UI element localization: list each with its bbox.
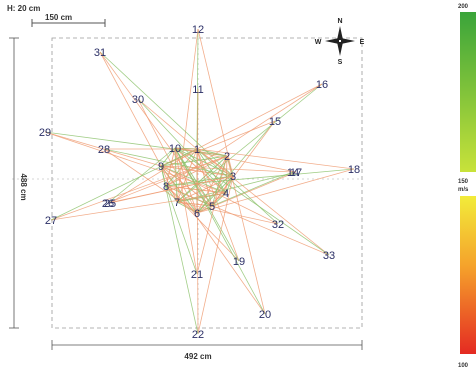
core-edge xyxy=(211,192,227,207)
connection-edge xyxy=(160,165,199,335)
connection-edge xyxy=(196,148,240,262)
node-label-1: 1 xyxy=(194,144,200,156)
connection-edge xyxy=(174,147,297,173)
node-label-14: 14 xyxy=(287,167,299,179)
node-label-11: 11 xyxy=(192,84,203,96)
core-edge xyxy=(196,192,227,214)
scale-top-label: 200 xyxy=(458,4,469,10)
connection-edge xyxy=(165,185,240,262)
svg-text:N: N xyxy=(337,18,342,25)
node-label-26: 26 xyxy=(102,198,114,210)
connection-edge xyxy=(176,171,297,203)
area-frame xyxy=(51,37,363,329)
connection-edge xyxy=(50,148,198,221)
compass-icon: N S W E xyxy=(315,18,365,66)
node-label-6: 6 xyxy=(194,208,200,220)
scale-mid-label: 150 xyxy=(458,179,469,185)
connection-edge xyxy=(196,155,228,275)
connection-edge xyxy=(197,175,234,335)
connection-edge xyxy=(160,165,266,315)
scale-bottom-label: 100 xyxy=(458,363,469,369)
node-label-10: 10 xyxy=(169,143,181,155)
connection-edge xyxy=(165,185,330,256)
connection-edge xyxy=(196,83,323,150)
node-label-17: 17 xyxy=(290,167,302,179)
connection-edge xyxy=(99,51,162,167)
connection-edge xyxy=(107,155,228,204)
connection-edge xyxy=(176,201,279,225)
connection-edge xyxy=(137,98,198,150)
svg-text:E: E xyxy=(360,39,365,46)
node-label-19: 19 xyxy=(233,256,245,268)
svg-text:W: W xyxy=(315,39,322,46)
scale-label: 150 cm xyxy=(45,13,72,22)
node-label-28: 28 xyxy=(98,144,110,156)
connection-edge xyxy=(211,171,294,207)
node-label-16: 16 xyxy=(316,79,328,91)
node-label-29: 29 xyxy=(39,127,51,139)
node-label-32: 32 xyxy=(272,219,284,231)
connection-edge xyxy=(44,131,162,167)
core-edge xyxy=(196,148,213,207)
connection-edge xyxy=(196,148,330,256)
node-label-20: 20 xyxy=(259,309,271,321)
connection-edge xyxy=(165,185,198,275)
color-scale-legend: 200 150 m/s 100 xyxy=(458,4,476,369)
height-label: H: 20 cm xyxy=(7,4,40,13)
node-label-22: 22 xyxy=(192,329,204,341)
node-label-3: 3 xyxy=(230,171,236,183)
connection-edge xyxy=(197,28,234,177)
connection-edge xyxy=(196,148,199,335)
connection-edge xyxy=(174,147,240,262)
connection-edge xyxy=(160,120,276,167)
connection-edge xyxy=(50,192,227,221)
node-label-33: 33 xyxy=(323,250,335,262)
node-label-9: 9 xyxy=(158,161,164,173)
node-label-18: 18 xyxy=(348,164,360,176)
node-label-30: 30 xyxy=(132,94,144,106)
connection-edge xyxy=(174,147,266,315)
connection-edge xyxy=(174,147,198,275)
connection-edge xyxy=(196,148,355,170)
connection-lines xyxy=(44,28,355,335)
connection-edge xyxy=(109,148,198,204)
connection-edge xyxy=(107,147,176,204)
connection-edge xyxy=(211,120,276,207)
node-label-4: 4 xyxy=(223,188,229,200)
core-edge xyxy=(174,147,178,203)
scale-mid-unit: m/s xyxy=(458,187,469,193)
connection-edge xyxy=(160,165,279,225)
height-dimension-label: 488 cm xyxy=(19,173,28,200)
core-edge xyxy=(196,148,227,194)
core-edge xyxy=(176,175,234,203)
connection-edge xyxy=(50,155,228,221)
connection-edge xyxy=(226,155,266,315)
node-label-8: 8 xyxy=(163,181,169,193)
connection-edge xyxy=(109,175,234,204)
node-label-27: 27 xyxy=(45,215,57,227)
core-edge xyxy=(160,165,227,194)
connection-edge xyxy=(196,168,355,214)
node-label-25: 25 xyxy=(104,198,116,210)
connection-edge xyxy=(196,148,279,225)
node-label-21: 21 xyxy=(191,269,203,281)
width-dimension-label: 492 cm xyxy=(184,352,211,361)
connection-edge xyxy=(196,120,276,214)
connection-edge xyxy=(137,98,227,194)
node-label-15: 15 xyxy=(269,116,281,128)
connection-edge xyxy=(176,83,323,203)
node-label-31: 31 xyxy=(94,47,106,59)
node-label-2: 2 xyxy=(224,151,230,163)
connection-edge xyxy=(160,165,294,173)
svg-text:S: S xyxy=(338,59,343,66)
node-label-7: 7 xyxy=(174,197,180,209)
node-label-12: 12 xyxy=(192,24,204,36)
node-label-5: 5 xyxy=(209,201,215,213)
core-edge xyxy=(165,185,178,203)
